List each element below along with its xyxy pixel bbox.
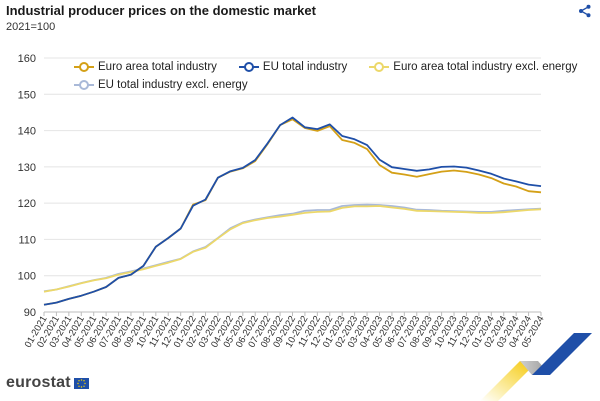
y-tick-label: 150: [18, 89, 36, 101]
legend-symbol-icon: [238, 62, 259, 72]
legend-item-euro-area-excl-energy[interactable]: Euro area total industry excl. energy: [369, 61, 577, 73]
legend-item-eu-excl-energy[interactable]: EU total industry excl. energy: [74, 79, 248, 91]
y-tick-label: 90: [24, 307, 36, 319]
eurostat-logo: eurostat: [6, 374, 89, 392]
legend-label: EU total industry excl. energy: [98, 79, 248, 91]
y-tick-label: 120: [18, 198, 36, 210]
legend-symbol-icon: [74, 62, 94, 72]
legend-symbol-icon: [369, 62, 390, 72]
legend-item-eu-total[interactable]: EU total industry: [238, 61, 348, 73]
legend-label: Euro area total industry excl. energy: [393, 61, 578, 73]
y-tick-label: 160: [18, 53, 36, 65]
decorative-stripes-icon: [480, 333, 592, 401]
chart-title: Industrial producer prices on the domest…: [6, 3, 316, 18]
chart-legend: Euro area total industry EU total indust…: [74, 58, 577, 94]
legend-label: Euro area total industry: [98, 61, 217, 73]
legend-label: EU total industry: [262, 61, 348, 73]
y-tick-label: 140: [18, 126, 36, 138]
series-line-1[interactable]: [43, 116, 542, 306]
y-tick-label: 100: [18, 271, 36, 283]
y-tick-label: 110: [18, 234, 36, 246]
eu-flag-icon: [73, 377, 89, 389]
logo-text: eurostat: [6, 374, 71, 391]
y-tick-label: 130: [18, 162, 36, 174]
share-icon[interactable]: [578, 4, 592, 18]
legend-item-euro-area-total[interactable]: Euro area total industry: [74, 61, 217, 73]
legend-symbol-icon: [74, 80, 94, 90]
chart-subtitle: 2021=100: [6, 21, 56, 33]
series-line-2[interactable]: [43, 205, 542, 293]
